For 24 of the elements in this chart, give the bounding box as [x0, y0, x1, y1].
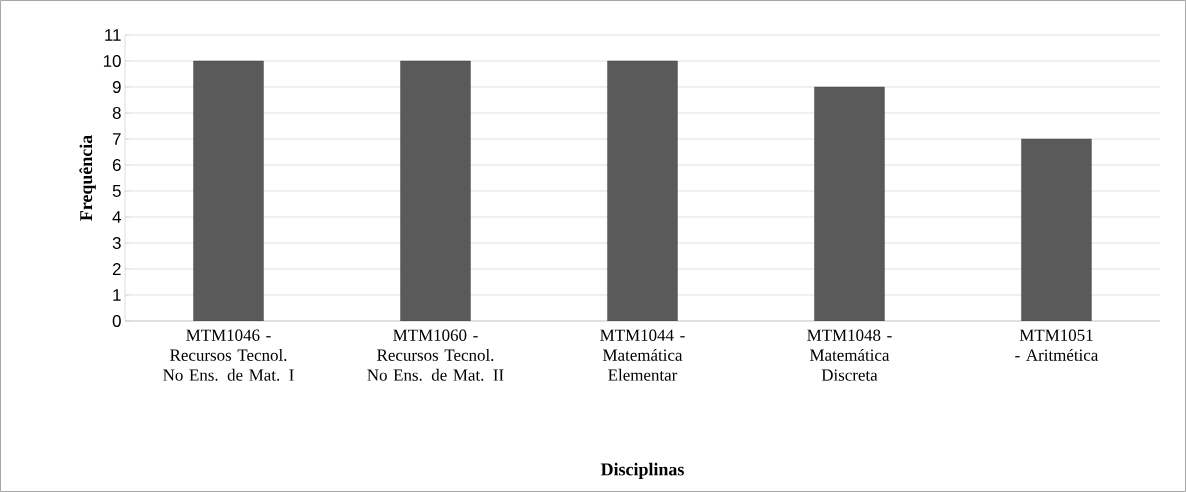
y-tick-label: 8: [112, 106, 121, 119]
x-tick-label: MTM1046 - Recursos Tecnol. No Ens. de Mat. I: [163, 329, 294, 381]
y-tick-label: 2: [112, 263, 121, 275]
y-tick-label: 0: [112, 314, 121, 327]
y-axis-title: Frequência: [79, 135, 96, 221]
y-tick-label: 7: [112, 133, 121, 145]
x-tick-label: MTM1048 - Matemática Discreta: [807, 329, 892, 381]
x-tick-label: MTM1051 - Aritmética: [1015, 329, 1099, 361]
y-tick-label: 9: [112, 80, 121, 93]
bar: [814, 86, 885, 321]
y-tick-label: 6: [112, 158, 121, 171]
x-tick-label: MTM1060 - Recursos Tecnol. No Ens. de Mat. II: [367, 329, 504, 381]
bar: [400, 60, 471, 321]
y-tick-label: 10: [103, 54, 121, 67]
y-tick-label: 3: [112, 236, 121, 249]
x-axis-title: Disciplinas: [600, 462, 684, 480]
y-tick-label: 4: [112, 211, 121, 223]
x-tick-label: MTM1044 - Matemática Elementar: [600, 329, 685, 381]
y-tick-label: 11: [105, 29, 121, 41]
bar: [193, 60, 264, 321]
bar: [607, 60, 678, 321]
y-tick-label: 5: [112, 185, 121, 197]
bar: [1021, 138, 1092, 321]
y-tick-label: 1: [113, 289, 121, 301]
